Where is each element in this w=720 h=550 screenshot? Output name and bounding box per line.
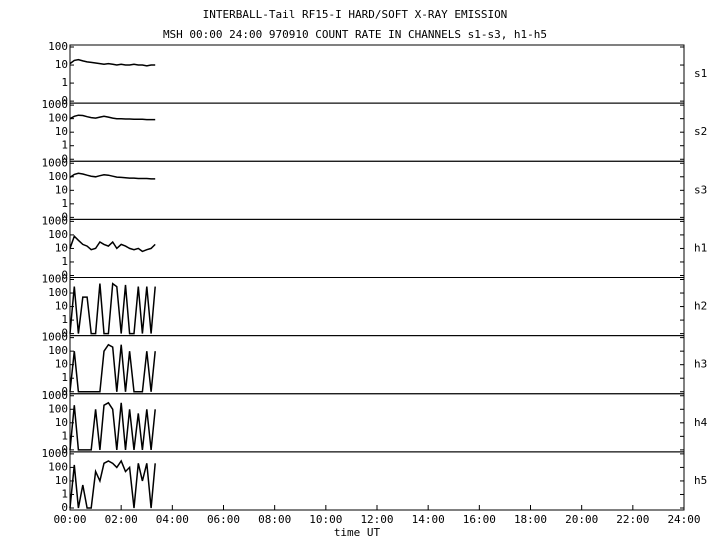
channel-label: h3 bbox=[694, 358, 707, 371]
x-tick-label: 02:00 bbox=[105, 513, 138, 526]
x-tick-label: 18:00 bbox=[514, 513, 547, 526]
panel-frame bbox=[69, 335, 685, 395]
y-tick-label: 1 bbox=[61, 255, 68, 268]
x-tick-label: 22:00 bbox=[616, 513, 649, 526]
y-tick-label: 0 bbox=[61, 443, 68, 456]
channel-label: s2 bbox=[694, 125, 707, 138]
x-tick-label: 10:00 bbox=[309, 513, 342, 526]
y-tick-label: 1000 bbox=[42, 447, 69, 460]
panel-frame bbox=[69, 44, 685, 104]
y-tick-label: 100 bbox=[48, 40, 68, 53]
x-tick-label: 06:00 bbox=[207, 513, 240, 526]
y-tick-label: 100 bbox=[48, 170, 68, 183]
y-tick-label: 100 bbox=[48, 460, 68, 473]
y-tick-label: 1000 bbox=[42, 331, 69, 344]
y-tick-label: 1000 bbox=[42, 156, 69, 169]
y-tick-label: 10 bbox=[55, 125, 68, 138]
y-tick-label: 0 bbox=[61, 327, 68, 340]
data-line bbox=[69, 58, 156, 67]
panel-frame bbox=[69, 218, 685, 278]
y-tick-label: 100 bbox=[48, 402, 68, 415]
x-tick-label: 04:00 bbox=[156, 513, 189, 526]
y-tick-label: 100 bbox=[48, 344, 68, 357]
channel-label: h1 bbox=[694, 241, 707, 254]
y-tick-label: 1000 bbox=[42, 273, 69, 286]
y-tick-label: 0 bbox=[61, 501, 68, 514]
y-tick-label: 1 bbox=[61, 139, 68, 152]
y-tick-label: 1 bbox=[61, 371, 68, 384]
data-line bbox=[69, 172, 156, 180]
y-tick-label: 10 bbox=[55, 58, 68, 71]
y-tick-label: 1000 bbox=[42, 98, 69, 111]
y-tick-label: 1000 bbox=[42, 214, 69, 227]
channel-label: s3 bbox=[694, 183, 707, 196]
y-tick-label: 10 bbox=[55, 416, 68, 429]
y-tick-label: 10 bbox=[55, 241, 68, 254]
data-line bbox=[69, 234, 156, 253]
y-tick-label: 0 bbox=[61, 385, 68, 398]
x-tick-label: 16:00 bbox=[463, 513, 496, 526]
y-tick-label: 0 bbox=[61, 210, 68, 223]
panel-frame bbox=[69, 393, 685, 453]
x-tick-label: 14:00 bbox=[412, 513, 445, 526]
y-tick-label: 0 bbox=[61, 94, 68, 107]
y-tick-label: 1 bbox=[61, 76, 68, 89]
chart-subtitle: MSH 00:00 24:00 970910 COUNT RATE IN CHA… bbox=[163, 28, 547, 41]
data-line bbox=[69, 114, 156, 121]
data-line bbox=[69, 282, 156, 335]
y-tick-label: 10 bbox=[55, 358, 68, 371]
channel-label: h5 bbox=[694, 474, 707, 487]
x-tick-label: 20:00 bbox=[565, 513, 598, 526]
y-tick-label: 100 bbox=[48, 286, 68, 299]
x-axis-label: time UT bbox=[334, 526, 381, 539]
x-tick-label: 08:00 bbox=[258, 513, 291, 526]
x-tick-label: 24:00 bbox=[667, 513, 700, 526]
x-tick-label: 00:00 bbox=[53, 513, 86, 526]
y-tick-label: 0 bbox=[61, 269, 68, 282]
data-line bbox=[69, 401, 156, 451]
data-line bbox=[69, 459, 156, 509]
channel-label: s1 bbox=[694, 67, 707, 80]
y-tick-label: 1 bbox=[61, 313, 68, 326]
y-tick-label: 10 bbox=[55, 183, 68, 196]
y-tick-label: 10 bbox=[55, 300, 68, 313]
panel-frame bbox=[69, 277, 685, 337]
y-tick-label: 100 bbox=[48, 112, 68, 125]
panel-frame bbox=[69, 451, 685, 511]
y-tick-label: 10 bbox=[55, 474, 68, 487]
data-line bbox=[69, 343, 156, 393]
y-tick-label: 1 bbox=[61, 429, 68, 442]
panel-frame bbox=[69, 160, 685, 220]
y-tick-label: 1 bbox=[61, 197, 68, 210]
channel-label: h4 bbox=[694, 416, 708, 429]
y-tick-label: 100 bbox=[48, 228, 68, 241]
channel-label: h2 bbox=[694, 300, 707, 313]
y-tick-label: 0 bbox=[61, 152, 68, 165]
y-tick-label: 1 bbox=[61, 487, 68, 500]
x-tick-label: 12:00 bbox=[360, 513, 393, 526]
chart-title: INTERBALL-Tail RF15-I HARD/SOFT X-RAY EM… bbox=[203, 8, 508, 21]
y-tick-label: 1000 bbox=[42, 389, 69, 402]
panel-frame bbox=[69, 102, 685, 162]
